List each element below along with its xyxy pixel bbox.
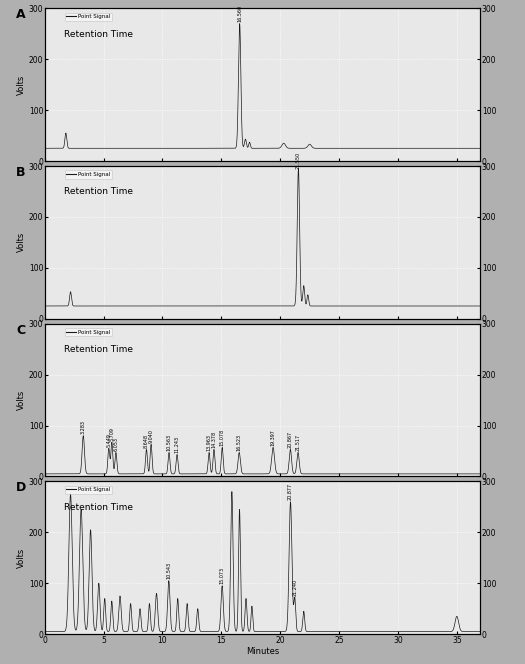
Text: 15.078: 15.078	[219, 429, 225, 446]
Text: D: D	[16, 481, 27, 495]
Legend: Point Signal: Point Signal	[65, 170, 112, 179]
Text: 19.397: 19.397	[270, 429, 276, 446]
X-axis label: Minutes: Minutes	[246, 647, 279, 656]
Text: 21.517: 21.517	[296, 434, 300, 451]
Text: 20.877: 20.877	[288, 483, 293, 500]
Text: 15.073: 15.073	[219, 567, 225, 584]
Text: 5.709: 5.709	[109, 427, 114, 441]
Text: B: B	[16, 166, 26, 179]
Legend: Point Signal: Point Signal	[65, 13, 112, 21]
Legend: Point Signal: Point Signal	[65, 328, 112, 337]
Text: 11.243: 11.243	[174, 436, 180, 453]
Y-axis label: Volts: Volts	[17, 548, 26, 568]
Text: Retention Time: Retention Time	[64, 503, 133, 512]
Text: 21.550: 21.550	[296, 151, 301, 169]
Text: 10.563: 10.563	[166, 434, 172, 451]
Text: Retention Time: Retention Time	[64, 187, 133, 197]
Text: 3.283: 3.283	[81, 420, 86, 434]
Text: 10.543: 10.543	[166, 562, 171, 579]
Text: 5.449: 5.449	[106, 433, 111, 447]
Text: 8.648: 8.648	[144, 434, 149, 448]
Text: C: C	[16, 324, 25, 337]
Y-axis label: Volts: Volts	[17, 74, 26, 95]
Text: Retention Time: Retention Time	[64, 345, 133, 354]
Text: 16.560: 16.560	[237, 5, 242, 22]
Text: 6.053: 6.053	[113, 437, 119, 451]
Text: A: A	[16, 9, 26, 21]
Text: 20.867: 20.867	[288, 431, 293, 448]
Text: 21.240: 21.240	[292, 578, 297, 596]
Text: 9.040: 9.040	[149, 429, 154, 443]
Y-axis label: Volts: Volts	[17, 390, 26, 410]
Text: Retention Time: Retention Time	[64, 30, 133, 39]
Text: 16.523: 16.523	[237, 434, 242, 451]
Legend: Point Signal: Point Signal	[65, 485, 112, 494]
Y-axis label: Volts: Volts	[17, 232, 26, 252]
Text: 13.963: 13.963	[206, 434, 212, 451]
Text: 14.378: 14.378	[212, 431, 216, 448]
